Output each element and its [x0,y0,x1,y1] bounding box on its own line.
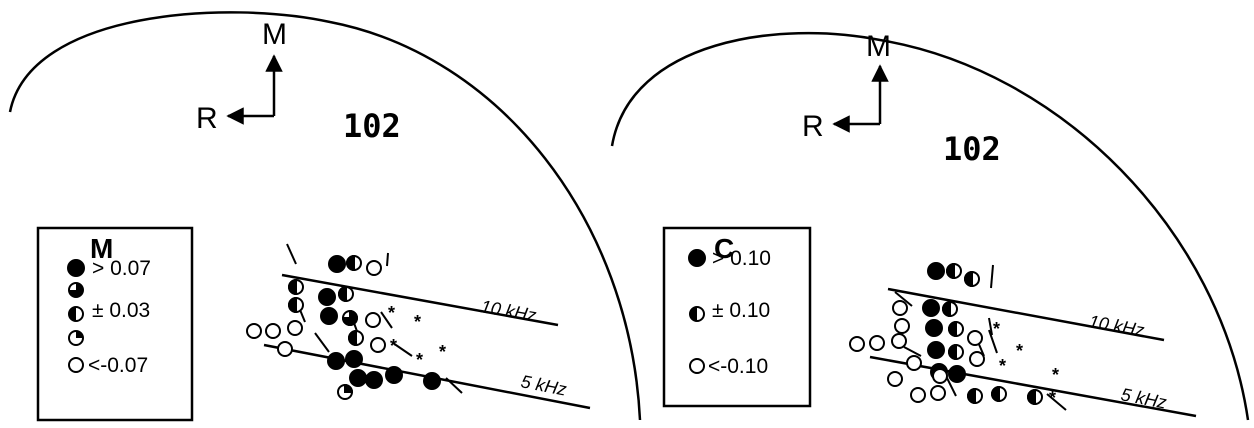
site-marker [277,341,293,357]
legend-row-text: ± 0.10 [712,299,770,322]
site-marker [948,365,966,383]
site-marker [927,341,945,359]
right-panel: M R 102 C > 0.10 ± 0.10 <-0.10 10 kHz [610,30,1250,421]
site-marker [366,260,382,276]
site-marker [265,323,281,339]
site-marker [327,352,345,370]
legend-row-text: > 0.10 [712,247,771,270]
svg-text:*: * [439,342,446,362]
legend-row-text: ± 0.03 [92,299,150,322]
site-marker [365,312,381,328]
isofrequency-line-5khz [869,355,1197,418]
site-marker [906,355,922,371]
legend-row-open: <-0.10 [689,355,768,378]
site-marker [910,387,926,403]
site-marker [345,350,363,368]
site-marker [894,318,910,334]
isofrequency-label-10khz: 10 kHz [1087,311,1146,340]
site-marker [891,333,907,349]
site-marker [370,337,386,353]
asterisk-markers: * * * * * [388,303,446,370]
site-marker [869,335,885,351]
svg-text:*: * [1016,341,1023,361]
site-marker [385,366,403,384]
legend-row-open: <-0.07 [68,354,148,377]
legend-row-text: <-0.10 [708,355,768,378]
site-marker [287,320,303,336]
svg-text:*: * [1052,365,1059,385]
legend-row-half: ± 0.10 [689,299,770,322]
site-marker [423,372,441,390]
site-marker [922,299,940,317]
site-marker [887,371,903,387]
orientation-indicator: M R [802,30,891,143]
site-marker [969,351,985,367]
site-markers [849,262,1043,406]
axis-label-left: R [196,102,218,135]
svg-text:*: * [993,319,1000,339]
svg-text:*: * [388,303,395,323]
legend-row-quarter [68,330,84,346]
legend-title: M [90,233,113,264]
legend-row-text: > 0.07 [92,257,151,280]
orientation-indicator: M R [196,18,287,135]
site-marker [318,288,336,306]
recording-sites [286,243,463,394]
site-marker [365,371,383,389]
isofrequency-line-10khz [887,287,1165,342]
svg-text:*: * [414,312,421,332]
legend-row-three-quarter [68,282,84,298]
legend-title: C [714,233,734,264]
site-markers [246,254,441,400]
site-marker [927,262,945,280]
axis-label-up: M [262,18,287,51]
axis-label-left: R [802,110,824,143]
isofrequency-label-10khz: 10 kHz [479,296,538,325]
asterisk-markers: * * * * * [993,319,1059,408]
svg-text:*: * [999,356,1006,376]
site-marker [892,300,908,316]
site-marker [849,336,865,352]
legend-row-filled: > 0.10 [688,247,771,270]
legend-box: C > 0.10 ± 0.10 <-0.10 [662,226,812,408]
left-panel: M R 102 M > 0.07 ± 0.03 [8,11,642,422]
legend-row-half: ± 0.03 [68,299,150,322]
legend-box: M > 0.07 ± 0.03 <-0.07 [36,226,194,422]
isofrequency-label-5khz: 5 kHz [1119,384,1168,412]
site-marker [967,330,983,346]
axis-label-up: M [866,30,891,63]
legend-row-text: <-0.07 [88,354,148,377]
svg-text:*: * [390,336,397,356]
isofrequency-line-10khz [281,273,559,327]
case-number: 102 [943,130,1001,168]
case-number: 102 [343,107,401,145]
site-marker [930,385,946,401]
site-marker [925,319,943,337]
svg-text:*: * [1049,388,1056,408]
site-marker [246,323,262,339]
site-marker [349,369,367,387]
site-marker [328,255,346,273]
legend-row-filled: > 0.07 [67,257,151,280]
site-marker [320,307,338,325]
svg-text:*: * [416,350,423,370]
site-marker [932,368,948,384]
cortex-outline [8,11,642,421]
cortex-outline [610,31,1250,421]
